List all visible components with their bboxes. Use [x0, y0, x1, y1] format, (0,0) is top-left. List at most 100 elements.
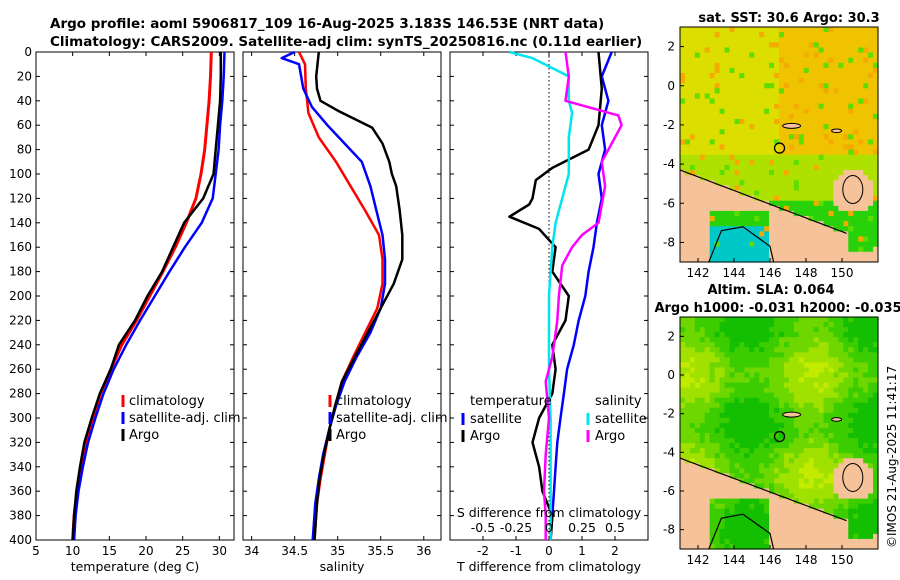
map-cell — [754, 498, 760, 505]
map-cell — [788, 422, 795, 429]
map-cell — [783, 83, 790, 89]
map-cell — [684, 205, 691, 212]
map-cell — [779, 498, 785, 505]
map-cell — [793, 93, 800, 100]
map-cell — [783, 231, 790, 238]
map-cell — [838, 377, 844, 384]
map-cell — [828, 210, 835, 217]
map-cell — [709, 83, 716, 89]
map-cell — [818, 159, 825, 166]
map-cell — [734, 37, 740, 43]
map-cell — [798, 72, 805, 79]
map-cell — [699, 342, 706, 348]
map-cell — [754, 538, 760, 545]
map-cell — [684, 124, 691, 130]
map-cell — [873, 412, 879, 419]
map-cell — [808, 397, 815, 404]
map-cell — [779, 463, 785, 469]
map-cell — [783, 387, 790, 394]
map-cell — [848, 27, 854, 33]
map-cell — [729, 412, 736, 419]
map-cell — [868, 407, 874, 414]
map-cell — [729, 98, 736, 105]
map-cell — [694, 185, 701, 192]
x-tick-label: 10 — [65, 544, 80, 558]
map-cell — [769, 42, 775, 49]
map-cell — [699, 159, 706, 166]
map-cell — [779, 47, 785, 54]
legend-label-argo: Argo — [129, 428, 159, 443]
map-cell — [739, 397, 745, 404]
map-cell — [744, 422, 750, 429]
map-cell — [803, 246, 810, 253]
map-cell — [863, 190, 869, 197]
map-cell — [699, 533, 706, 540]
map-cell — [823, 448, 830, 454]
map-cell — [783, 392, 790, 399]
map-cell — [868, 47, 874, 54]
map-cell — [759, 47, 765, 54]
map-cell — [724, 453, 731, 459]
map-cell — [719, 448, 726, 454]
map-cell — [749, 118, 755, 125]
map-cell — [769, 246, 775, 253]
map-cell — [744, 108, 750, 115]
map-cell — [764, 149, 770, 156]
map-cell — [873, 528, 879, 535]
map-cell — [764, 473, 770, 479]
map-cell — [813, 382, 820, 389]
map-cell — [873, 322, 879, 328]
map-cell — [788, 352, 795, 358]
map-cell — [828, 473, 835, 479]
map-cell — [684, 180, 691, 186]
map-cell — [813, 83, 820, 89]
map-cell — [803, 37, 810, 43]
map-cell — [818, 443, 825, 449]
map-cell — [719, 433, 726, 439]
map-cell — [714, 357, 721, 363]
map-cell — [694, 417, 701, 424]
map-cell — [868, 453, 874, 459]
map-cell — [833, 412, 839, 419]
y-tick-label: 180 — [9, 265, 32, 279]
map-cell — [779, 78, 785, 84]
map-cell — [744, 256, 750, 263]
map-cell — [783, 483, 790, 490]
map-cell — [853, 129, 859, 135]
map-cell — [818, 513, 825, 520]
map-cell — [848, 47, 854, 54]
map-cell — [689, 327, 696, 333]
map-cell — [754, 118, 760, 125]
map-cell — [818, 518, 825, 525]
map-cell — [774, 221, 780, 227]
map-cell — [863, 412, 869, 419]
map-cell — [873, 256, 879, 263]
map-cell — [774, 422, 780, 429]
map-cell — [749, 98, 755, 105]
map-cell — [754, 129, 760, 135]
map-cell — [749, 478, 755, 485]
map-cell — [823, 372, 830, 379]
map-cell — [724, 538, 731, 545]
map-cell — [853, 139, 859, 146]
map-cell — [863, 78, 869, 84]
map-cell — [680, 42, 686, 49]
map-cell — [793, 98, 800, 105]
map-cell — [680, 377, 686, 384]
map-cell — [744, 382, 750, 389]
map-cell — [853, 124, 859, 130]
map-cell — [818, 478, 825, 485]
map-cell — [838, 205, 844, 212]
map-cell — [684, 342, 691, 348]
map-cell — [769, 154, 775, 161]
map-cell — [788, 93, 795, 100]
map-cell — [739, 159, 745, 166]
map-cell — [694, 52, 701, 59]
map-cell — [680, 407, 686, 414]
map-cell — [873, 518, 879, 525]
map-cell — [808, 332, 815, 338]
map-cell — [719, 367, 726, 374]
map-cell — [863, 523, 869, 530]
map-cell — [868, 236, 874, 243]
map-cell — [828, 52, 835, 59]
